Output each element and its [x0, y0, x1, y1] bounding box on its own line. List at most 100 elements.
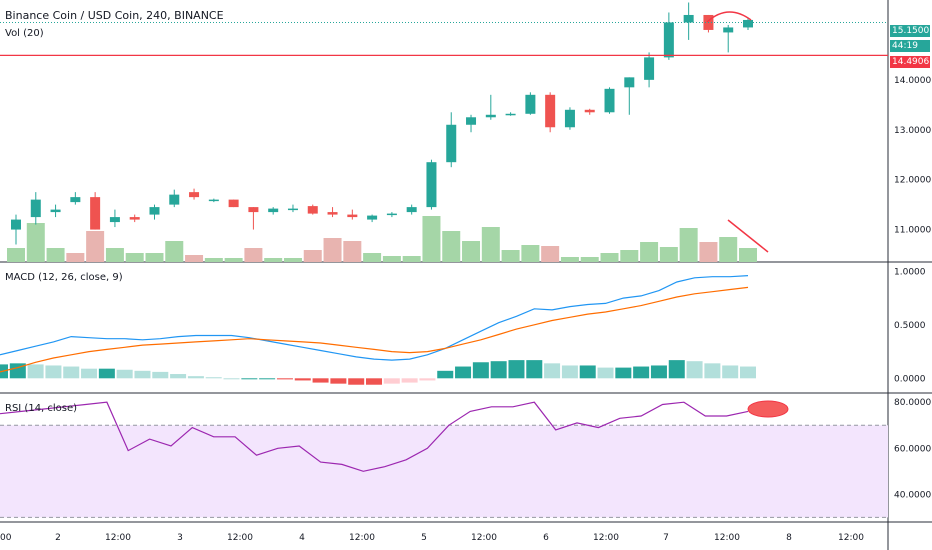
time-tick-label: 2: [55, 533, 61, 543]
macd-histogram-bar: [330, 378, 347, 384]
macd-tick-label: 0.0000: [894, 374, 926, 384]
macd-histogram-bar: [455, 366, 472, 379]
candle-body: [644, 57, 655, 80]
candle-body: [367, 215, 378, 220]
volume-bar: [679, 228, 698, 262]
macd-histogram-bar: [579, 365, 596, 379]
macd-histogram-bar: [116, 369, 133, 379]
candle-body: [208, 199, 219, 202]
candle-body: [466, 117, 477, 125]
volume-bar: [481, 227, 500, 262]
candle-body: [683, 14, 694, 23]
rsi-tick-label: 40.0000: [894, 490, 931, 500]
macd-histogram-bar: [187, 376, 204, 379]
price-tick-label: 13.0000: [894, 126, 931, 136]
volume-bar: [640, 242, 659, 262]
time-tick-label: 8: [786, 533, 792, 543]
candle-body: [327, 212, 338, 215]
signal-line: [0, 286, 749, 373]
candle-body: [426, 162, 437, 208]
volume-bar: [521, 245, 540, 262]
macd-histogram-bar: [544, 363, 561, 379]
macd-tick-label: 1.0000: [894, 267, 926, 277]
candle-body: [386, 213, 397, 216]
rsi-label: RSI (14, close): [5, 403, 78, 414]
time-tick-label: 12:00: [227, 533, 253, 543]
macd-histogram-bar: [223, 378, 240, 380]
time-tick-label: 12:00: [471, 533, 497, 543]
macd-histogram-bar: [294, 378, 311, 381]
macd-histogram-bar: [561, 365, 578, 379]
macd-label: MACD (12, 26, close, 9): [5, 272, 123, 283]
macd-histogram-bar: [63, 366, 80, 379]
candle-body: [663, 22, 674, 58]
macd-histogram-bar: [633, 366, 650, 379]
macd-histogram-bar: [170, 374, 187, 379]
macd-histogram-bar: [704, 363, 721, 379]
volume-bar: [323, 238, 342, 262]
macd-line: [0, 275, 749, 361]
volume-bar: [86, 231, 105, 262]
macd-histogram-bar: [437, 370, 454, 379]
candle-body: [90, 197, 101, 230]
candle-body: [129, 217, 140, 220]
time-tick-label: 12:00: [714, 533, 740, 543]
volume-bar: [283, 258, 302, 262]
macd-histogram-bar: [45, 365, 62, 379]
macd-histogram-bar: [597, 367, 614, 379]
macd-histogram-bar: [383, 378, 400, 384]
time-tick-label: 4: [299, 533, 305, 543]
macd-histogram-bar: [9, 363, 26, 379]
candle-body: [248, 207, 259, 213]
current-price-tag: 15.1500: [890, 25, 930, 37]
volume-bar: [145, 253, 164, 262]
macd-histogram-bar: [134, 370, 151, 379]
annotation-volume-line: [727, 219, 769, 253]
candle-body: [307, 206, 318, 214]
volume-bar: [7, 248, 25, 262]
macd-histogram-bar: [276, 378, 293, 380]
volume-bar: [462, 241, 481, 262]
volume-bar: [402, 256, 421, 262]
macd-histogram-bar: [152, 371, 169, 379]
candle-body: [70, 197, 81, 203]
countdown-tag: 44:19: [890, 40, 930, 52]
rsi-tick-label: 80.0000: [894, 398, 931, 408]
volume-bar: [501, 250, 520, 262]
macd-histogram-bar: [27, 364, 44, 379]
macd-histogram-bar: [401, 378, 418, 383]
volume-bar: [719, 237, 738, 262]
candle-body: [584, 109, 595, 113]
candle-body: [604, 88, 615, 113]
macd-histogram-bar: [312, 378, 329, 383]
volume-bar: [204, 258, 223, 262]
volume-bar: [739, 248, 757, 262]
rsi-line: [0, 401, 749, 472]
candle-body: [268, 208, 279, 213]
macd-histogram-bar: [668, 360, 685, 379]
candle-body: [109, 217, 120, 223]
macd-histogram-bar: [81, 368, 98, 379]
candle-body: [347, 214, 358, 218]
candle-body: [505, 113, 516, 116]
time-tick-label: 6: [543, 533, 549, 543]
macd-histogram-bar: [348, 378, 365, 385]
volume-bar: [699, 242, 718, 262]
volume-bar: [422, 216, 441, 262]
volume-bar: [244, 248, 263, 262]
macd-histogram-bar: [98, 368, 115, 379]
candle-body: [564, 109, 575, 128]
macd-histogram-bar: [490, 361, 507, 379]
candle-body: [485, 114, 496, 118]
volume-bar: [442, 231, 461, 262]
macd-histogram-bar: [650, 365, 667, 379]
volume-bar: [165, 241, 184, 262]
time-tick-label: 7: [663, 533, 669, 543]
volume-bar: [224, 258, 243, 262]
volume-bar: [125, 253, 144, 262]
candle-body: [287, 208, 298, 211]
candle-body: [228, 199, 239, 208]
volume-label: Vol (20): [5, 28, 44, 39]
macd-histogram-bar: [740, 366, 756, 379]
